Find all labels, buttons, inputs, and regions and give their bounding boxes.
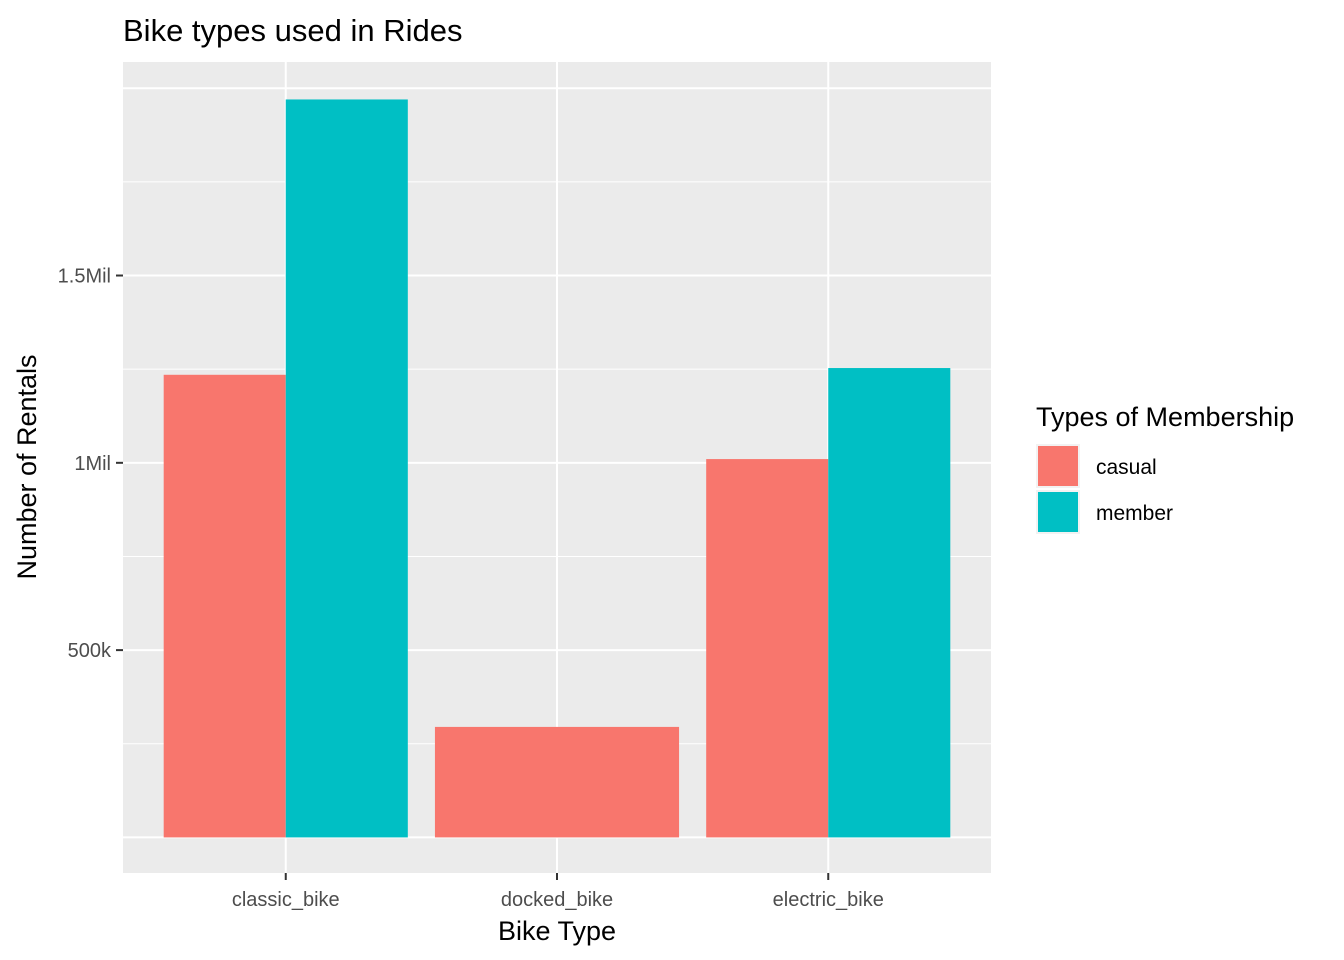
bar-docked_bike-casual: [434, 726, 680, 838]
legend-title: Types of Membership: [1036, 402, 1294, 432]
bar-classic_bike-member: [285, 99, 408, 838]
legend-key-casual: [1038, 446, 1078, 486]
legend-key-member: [1038, 492, 1078, 532]
x-axis: classic_bike docked_bike electric_bike: [232, 873, 884, 911]
legend-label-member: member: [1096, 502, 1173, 525]
y-tick-label: 500k: [68, 640, 112, 662]
x-tick-label: docked_bike: [501, 889, 613, 911]
y-axis-title: Number of Rentals: [12, 354, 42, 579]
y-tick-label: 1.5Mil: [58, 266, 111, 288]
x-axis-title: Bike Type: [498, 916, 616, 946]
y-axis: 500k 1Mil 1.5Mil: [58, 266, 123, 662]
bars: [163, 99, 951, 838]
legend: Types of Membership casual member: [1036, 402, 1294, 534]
bar-electric_bike-member: [828, 368, 951, 838]
legend-label-casual: casual: [1096, 456, 1157, 479]
y-tick-label: 1Mil: [74, 453, 111, 475]
x-tick-label: classic_bike: [232, 889, 340, 911]
bar-electric_bike-casual: [706, 459, 829, 838]
x-tick-label: electric_bike: [773, 889, 884, 911]
bar-classic_bike-casual: [163, 374, 286, 838]
chart-title: Bike types used in Rides: [123, 13, 462, 48]
